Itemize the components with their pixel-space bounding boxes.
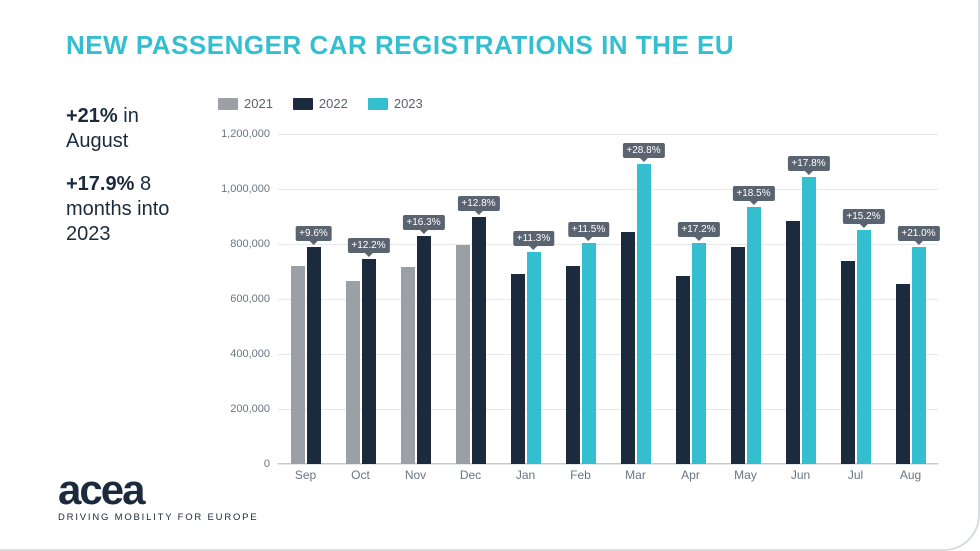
data-label: +18.5% — [732, 186, 774, 201]
bar-group — [346, 259, 376, 464]
bar-chart: 0 200,000 400,000 600,000 800,000 1,000,000 1,… — [218, 120, 948, 520]
gridline — [278, 299, 938, 300]
bar-2022 — [417, 236, 431, 464]
legend-swatch-2021 — [218, 98, 238, 110]
x-tick-label: Jul — [828, 468, 883, 488]
stat-ytd: +17.9% 8 months into 2023 — [66, 172, 196, 247]
legend-label-2022: 2022 — [319, 96, 348, 111]
logo-tagline: DRIVING MOBILITY FOR EUROPE — [58, 512, 258, 523]
bar-2022 — [786, 221, 800, 464]
legend-item-2023: 2023 — [368, 96, 423, 111]
bar-2021 — [456, 245, 470, 464]
bar-2022 — [511, 274, 525, 464]
stat-august-bold: +21% — [66, 105, 118, 127]
side-stats: +21% in August +17.9% 8 months into 2023 — [66, 104, 196, 247]
bar-2022 — [731, 247, 745, 464]
data-label: +9.6% — [295, 226, 332, 241]
bar-group — [456, 217, 486, 465]
legend-label-2021: 2021 — [244, 96, 273, 111]
logo-word: acea — [58, 466, 258, 514]
bar-2022 — [896, 284, 910, 464]
bar-2023 — [747, 207, 761, 464]
y-tick-label: 1,000,000 — [221, 183, 270, 195]
x-tick-label: Jan — [498, 468, 553, 488]
bar-2022 — [472, 217, 486, 465]
bar-2023 — [802, 177, 816, 464]
bar-group — [731, 207, 761, 464]
bar-group — [786, 177, 816, 464]
gridline — [278, 189, 938, 190]
y-tick-label: 600,000 — [230, 293, 270, 305]
data-label: +11.5% — [568, 222, 609, 237]
bar-group — [401, 236, 431, 464]
data-label: +17.8% — [787, 156, 829, 171]
bar-2022 — [362, 259, 376, 464]
bar-2022 — [621, 232, 635, 464]
y-tick-label: 1,200,000 — [221, 128, 270, 140]
x-tick-label: Jun — [773, 468, 828, 488]
data-label: +15.2% — [842, 209, 884, 224]
bar-2022 — [841, 261, 855, 465]
bar-2023 — [582, 243, 596, 464]
legend-swatch-2023 — [368, 98, 388, 110]
x-tick-label: Feb — [553, 468, 608, 488]
bar-2022 — [307, 247, 321, 464]
y-tick-label: 400,000 — [230, 348, 270, 360]
gridline — [278, 409, 938, 410]
x-tick-label: Aug — [883, 468, 938, 488]
bar-group — [676, 243, 706, 464]
x-tick-label: Sep — [278, 468, 333, 488]
bar-group — [566, 243, 596, 464]
x-tick-label: Dec — [443, 468, 498, 488]
page-title: NEW PASSENGER CAR REGISTRATIONS IN THE E… — [66, 30, 734, 61]
gridline — [278, 354, 938, 355]
data-label: +28.8% — [622, 143, 664, 158]
legend-item-2022: 2022 — [293, 96, 348, 111]
data-label: +17.2% — [677, 222, 719, 237]
gridline — [278, 464, 938, 465]
data-label: +12.2% — [347, 238, 389, 253]
bar-2023 — [912, 247, 926, 464]
x-tick-label: Oct — [333, 468, 388, 488]
bar-group — [896, 247, 926, 464]
data-label: +21.0% — [897, 226, 939, 241]
bar-2021 — [401, 267, 415, 464]
x-tick-label: Apr — [663, 468, 718, 488]
y-tick-label: 800,000 — [230, 238, 270, 250]
bar-2021 — [346, 281, 360, 464]
stat-august: +21% in August — [66, 104, 196, 154]
bar-2023 — [637, 164, 651, 464]
legend-item-2021: 2021 — [218, 96, 273, 111]
bar-2023 — [857, 230, 871, 464]
legend-swatch-2022 — [293, 98, 313, 110]
data-label: +12.8% — [457, 196, 499, 211]
bar-2023 — [692, 243, 706, 464]
x-tick-label: Mar — [608, 468, 663, 488]
stat-ytd-bold: +17.9% — [66, 173, 134, 195]
bar-group — [291, 247, 321, 464]
chart-legend: 2021 2022 2023 — [218, 96, 423, 111]
gridline — [278, 134, 938, 135]
bar-2022 — [676, 276, 690, 464]
data-label: +16.3% — [402, 215, 444, 230]
x-axis-labels: SepOctNovDecJanFebMarAprMayJunJulAug — [278, 468, 938, 488]
bar-group — [621, 164, 651, 464]
legend-label-2023: 2023 — [394, 96, 423, 111]
bar-2023 — [527, 252, 541, 464]
bar-2021 — [291, 266, 305, 464]
bar-2022 — [566, 266, 580, 464]
y-tick-label: 0 — [264, 458, 270, 470]
y-tick-label: 200,000 — [230, 403, 270, 415]
x-tick-label: May — [718, 468, 773, 488]
bar-group — [841, 230, 871, 464]
bar-group — [511, 252, 541, 464]
acea-logo: acea DRIVING MOBILITY FOR EUROPE — [58, 466, 258, 523]
chart-plot-area: 0200,000400,000600,000800,0001,000,0001,… — [278, 134, 938, 464]
x-tick-label: Nov — [388, 468, 443, 488]
data-label: +11.3% — [513, 231, 554, 246]
page-root: NEW PASSENGER CAR REGISTRATIONS IN THE E… — [0, 0, 980, 551]
